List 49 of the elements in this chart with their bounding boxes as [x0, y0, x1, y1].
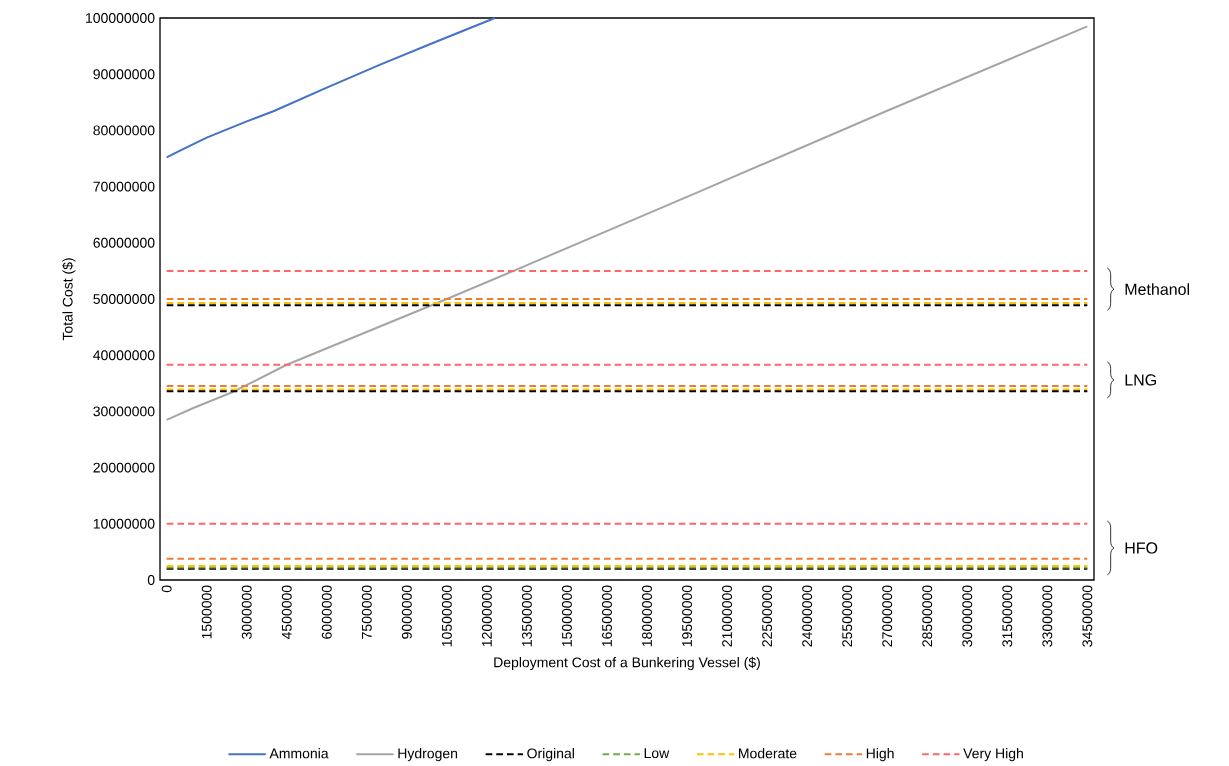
x-tick-label: 27000000 — [882, 585, 893, 647]
legend-label: Low — [644, 748, 670, 759]
y-tick-label: 90000000 — [93, 69, 155, 80]
x-tick-label: 4500000 — [281, 585, 292, 640]
x-axis-title: Deployment Cost of a Bunkering Vessel ($) — [494, 656, 760, 671]
x-tick-label: 15000000 — [562, 585, 572, 647]
x-tick-label: 1500000 — [201, 585, 212, 639]
x-tick-label: 30000000 — [962, 585, 973, 647]
legend-label: Hydrogen — [398, 748, 458, 762]
text: Methanol — [1125, 283, 1190, 296]
x-tick-label: 22500000 — [762, 585, 773, 647]
x-tick-label: 13500000 — [521, 585, 532, 647]
legend-label: Original — [527, 748, 574, 762]
x-tick-label: 12000000 — [481, 585, 492, 647]
line-series — [165, 16, 496, 159]
line-series — [165, 25, 1089, 421]
x-tick-label: 21000000 — [722, 585, 733, 647]
text: LNG — [1125, 374, 1156, 386]
y-tick-label: 60000000 — [93, 237, 155, 248]
y-tick-label: 50000000 — [93, 294, 155, 304]
y-tick-label: 30000000 — [93, 406, 155, 417]
x-tick-label: 28500000 — [922, 585, 933, 647]
x-tick-label: 9000000 — [401, 585, 412, 639]
y-tick-label: 0 — [147, 575, 155, 585]
x-tick-label: 19500000 — [682, 585, 693, 647]
legend-label: Ammonia — [269, 748, 329, 759]
legend-label: Very High — [963, 748, 1023, 762]
legend-label: High — [866, 748, 894, 762]
y-axis-title: Total Cost ($) — [62, 258, 76, 341]
text: HFO — [1125, 542, 1158, 554]
y-tick-label: 80000000 — [93, 125, 155, 136]
x-tick-label: 6000000 — [321, 585, 332, 639]
x-tick-label: 34500000 — [1082, 585, 1093, 647]
x-tick-label: 31500000 — [1002, 585, 1013, 647]
legend-label: Moderate — [739, 748, 797, 759]
y-tick-label: 100000000 — [86, 13, 155, 23]
x-tick-label: 3000000 — [241, 585, 252, 639]
y-tick-label: 10000000 — [93, 518, 155, 529]
y-tick-label: 20000000 — [93, 462, 155, 473]
x-tick-label: 16500000 — [602, 585, 612, 647]
y-tick-label: 40000000 — [93, 350, 155, 361]
x-tick-label: 24000000 — [802, 585, 813, 647]
x-tick-label: 0 — [161, 585, 172, 593]
x-tick-label: 18000000 — [642, 585, 652, 647]
x-tick-label: 10500000 — [441, 585, 452, 647]
x-tick-label: 25500000 — [842, 585, 853, 647]
y-tick-label: 70000000 — [93, 181, 155, 192]
x-tick-label: 33000000 — [1042, 585, 1053, 647]
x-tick-label: 7500000 — [361, 585, 372, 639]
